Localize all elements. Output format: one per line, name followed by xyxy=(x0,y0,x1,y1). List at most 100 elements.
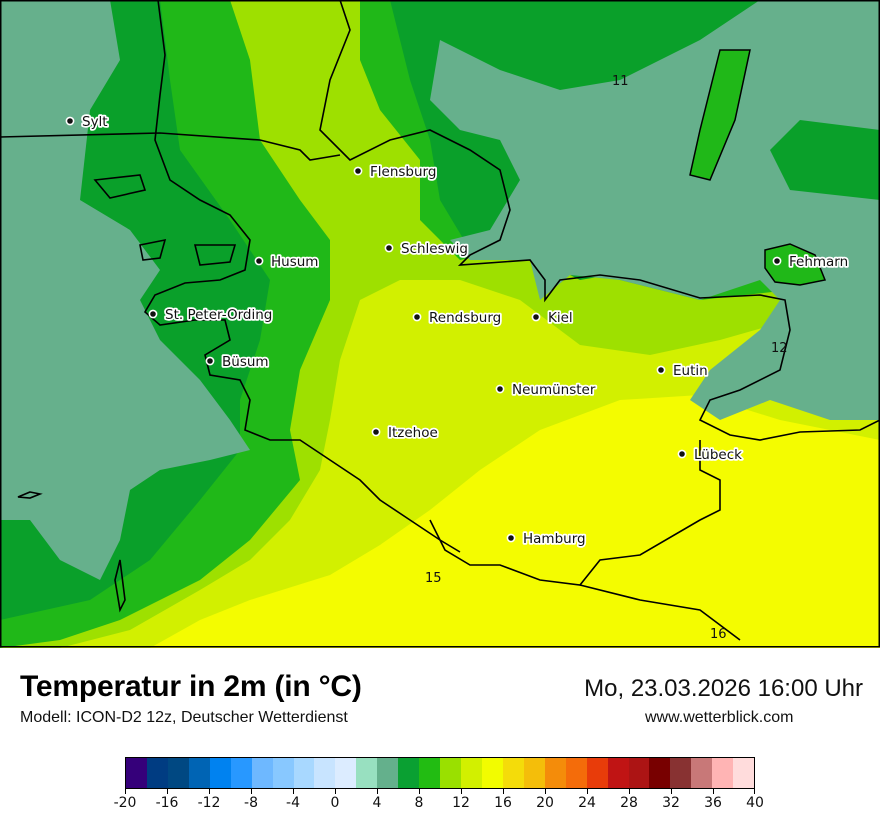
city-label: Sylt xyxy=(82,114,108,130)
city-marker-schleswig: Schleswig xyxy=(384,239,470,259)
colorbar-tick-label: 8 xyxy=(414,795,424,811)
colorbar-segment xyxy=(628,758,650,788)
city-marker-b-sum: Büsum xyxy=(205,352,270,372)
colorbar-tick-label: 4 xyxy=(372,795,382,811)
city-dot-icon xyxy=(772,256,782,266)
colorbar-segment xyxy=(712,758,734,788)
colorbar-tick-label: 28 xyxy=(620,795,638,811)
city-dot-icon xyxy=(506,533,516,543)
forecast-datetime: Mo, 23.03.2026 16:00 Uhr xyxy=(584,675,863,702)
colorbar-segment xyxy=(188,758,210,788)
model-subtitle: Modell: ICON-D2 12z, Deutscher Wetterdie… xyxy=(20,709,348,726)
contour-label: 12 xyxy=(771,341,788,356)
colorbar-segment xyxy=(523,758,545,788)
city-label: Neumünster xyxy=(512,382,596,398)
city-markers: Sylt Flensburg Schleswig Husum Fehmarn St. Pe… xyxy=(65,112,850,549)
colorbar-segment xyxy=(398,758,420,788)
colorbar-tick xyxy=(335,789,336,794)
colorbar-segment xyxy=(670,758,692,788)
map-canvas: Sylt Flensburg Schleswig Husum Fehmarn St. Pe… xyxy=(0,0,880,648)
colorbar-tick-label: -20 xyxy=(113,795,137,811)
city-marker-hamburg: Hamburg xyxy=(506,529,587,549)
city-marker-kiel: Kiel xyxy=(531,308,574,328)
colorbar-tick-label: 36 xyxy=(704,795,722,811)
temperature-colorbar xyxy=(125,757,755,789)
city-dot-icon xyxy=(412,312,422,322)
colorbar-segment xyxy=(146,758,168,788)
city-dot-icon xyxy=(677,449,687,459)
colorbar-segment xyxy=(419,758,441,788)
colorbar-segment xyxy=(335,758,357,788)
page-title: Temperatur in 2m (in °C) xyxy=(20,670,362,703)
city-dot-icon xyxy=(656,365,666,375)
coastlines xyxy=(0,0,880,641)
colorbar-segment xyxy=(461,758,482,788)
colorbar-tick-label: 16 xyxy=(494,795,512,811)
city-label: Lübeck xyxy=(694,447,742,463)
colorbar-tick xyxy=(251,789,252,794)
city-dot-icon xyxy=(254,256,264,266)
colorbar-tick xyxy=(629,789,630,794)
colorbar-segment xyxy=(356,758,378,788)
colorbar-tick-label: 24 xyxy=(578,795,596,811)
colorbar-segment xyxy=(293,758,315,788)
colorbar-tick xyxy=(713,789,714,794)
colorbar-tick xyxy=(167,789,168,794)
colorbar-tick xyxy=(419,789,420,794)
city-label: Fehmarn xyxy=(789,254,848,270)
city-dot-icon xyxy=(148,309,158,319)
map-frame xyxy=(0,0,880,648)
colorbar-segment xyxy=(691,758,713,788)
city-label: Eutin xyxy=(673,363,708,379)
colorbar-tick-label: 20 xyxy=(536,795,554,811)
colorbar-tick-label: -16 xyxy=(155,795,179,811)
colorbar-tick-label: 40 xyxy=(746,795,764,811)
colorbar-tick xyxy=(671,789,672,794)
colorbar-segment xyxy=(544,758,566,788)
als-island xyxy=(689,49,751,181)
city-marker-itzehoe: Itzehoe xyxy=(371,423,440,443)
colorbar-tick xyxy=(293,789,294,794)
colorbar-segment xyxy=(167,758,189,788)
city-dot-icon xyxy=(495,384,505,394)
city-label: Itzehoe xyxy=(388,425,438,441)
colorbar-segment xyxy=(377,758,399,788)
colorbar-tick-label: 12 xyxy=(452,795,470,811)
colorbar-segment xyxy=(251,758,273,788)
city-marker-neum-nster: Neumünster xyxy=(495,380,598,400)
colorbar-segment xyxy=(126,758,147,788)
colorbar-tick-label: -4 xyxy=(286,795,300,811)
contour-labels: 11 12 15 16 xyxy=(425,74,788,642)
city-marker-husum: Husum xyxy=(254,252,320,272)
colorbar-ticks: -20 -16 -12 -8 -4 0 4 8 12 16 20 24 28 32 36 40 xyxy=(114,789,764,819)
colorbar-segment xyxy=(502,758,524,788)
colorbar-segment xyxy=(565,758,587,788)
colorbar-tick xyxy=(125,789,126,794)
colorbar-segment xyxy=(649,758,671,788)
colorbar-tick-label: 32 xyxy=(662,795,680,811)
website-link[interactable]: www.wetterblick.com xyxy=(645,709,794,726)
city-dot-icon xyxy=(353,166,363,176)
city-dot-icon xyxy=(205,356,215,366)
city-marker-flensburg: Flensburg xyxy=(353,162,438,182)
city-label: Kiel xyxy=(548,310,573,326)
colorbar-segment xyxy=(272,758,294,788)
city-label: Husum xyxy=(271,254,318,270)
colorbar-segment xyxy=(481,758,503,788)
city-label: Rendsburg xyxy=(429,310,501,326)
contour-label: 11 xyxy=(612,74,629,89)
colorbar-tick-label: -12 xyxy=(197,795,221,811)
colorbar-tick xyxy=(377,789,378,794)
colorbar-tick xyxy=(503,789,504,794)
temperature-map: Sylt Flensburg Schleswig Husum Fehmarn St. Pe… xyxy=(0,0,880,648)
colorbar-segment xyxy=(314,758,336,788)
north-sea xyxy=(0,0,250,580)
colorbar-tick xyxy=(461,789,462,794)
city-dot-icon xyxy=(531,312,541,322)
contour-label: 15 xyxy=(425,571,442,586)
colorbar-tick xyxy=(209,789,210,794)
colorbar-segment xyxy=(209,758,231,788)
city-dot-icon xyxy=(371,427,381,437)
fehmarn-island xyxy=(764,243,827,286)
city-dot-icon xyxy=(65,116,75,126)
